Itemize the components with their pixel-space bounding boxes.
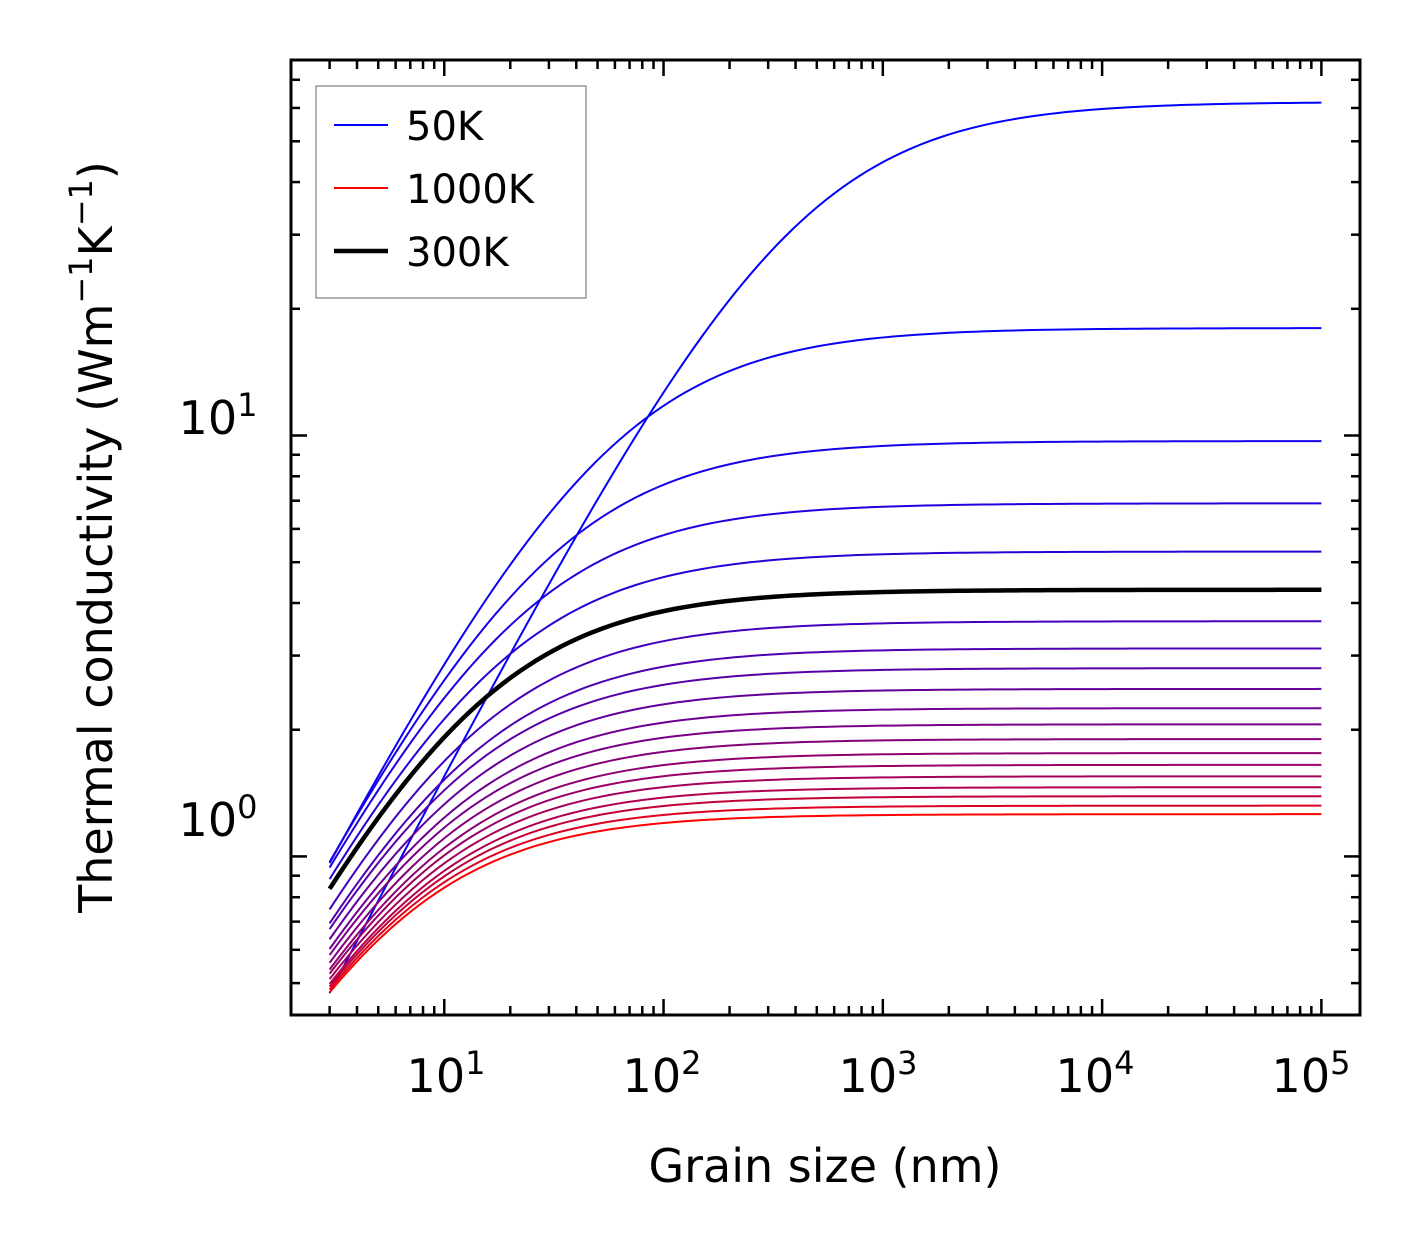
series-line-650k xyxy=(328,738,1322,964)
x-tick-label: 103 xyxy=(839,1044,918,1103)
series-line-1000k xyxy=(328,813,1322,993)
series-line-500k xyxy=(328,687,1322,940)
series-line-450k xyxy=(328,667,1322,930)
y-tick-label: 101 xyxy=(179,386,258,445)
series-line-250k xyxy=(328,550,1322,880)
series-line-550k xyxy=(328,707,1322,950)
series-line-200k xyxy=(328,502,1322,869)
series-line-100k xyxy=(328,327,1322,864)
legend: 50K 1000K 300K xyxy=(315,85,587,299)
x-tick-label: 105 xyxy=(1272,1044,1351,1103)
series-line-750k xyxy=(328,763,1322,975)
x-tick-label: 104 xyxy=(1056,1044,1135,1103)
series-line-400k xyxy=(328,647,1322,924)
series-line-350k xyxy=(328,620,1322,910)
plot-frame xyxy=(289,58,1362,1017)
legend-label-1000k: 1000K xyxy=(406,167,536,213)
x-tick-labels: 101 102 103 104 105 xyxy=(407,1044,1351,1103)
series-group xyxy=(327,101,1322,994)
series-line-150k xyxy=(328,440,1322,863)
legend-label-50k: 50K xyxy=(406,104,485,150)
legend-box xyxy=(315,85,587,299)
x-tick-label: 101 xyxy=(407,1044,486,1103)
series-line-600k xyxy=(328,723,1322,956)
y-axis-title: Thermal conductivity (Wm−1K−1) xyxy=(62,161,123,914)
series-line-700k xyxy=(328,752,1322,971)
legend-label-300k: 300K xyxy=(406,230,510,276)
series-line-800k xyxy=(328,775,1322,980)
x-tick-label: 102 xyxy=(623,1044,702,1103)
series-line-50k xyxy=(328,101,1322,994)
series-line-950k xyxy=(328,804,1322,991)
y-tick-labels: 100 101 xyxy=(179,386,258,847)
series-line-850k xyxy=(328,786,1322,985)
series-line-300k xyxy=(327,587,1322,891)
series-line-900k xyxy=(328,795,1322,988)
x-axis-title: Grain size (nm) xyxy=(649,1139,1002,1193)
y-tick-label: 100 xyxy=(179,788,258,847)
